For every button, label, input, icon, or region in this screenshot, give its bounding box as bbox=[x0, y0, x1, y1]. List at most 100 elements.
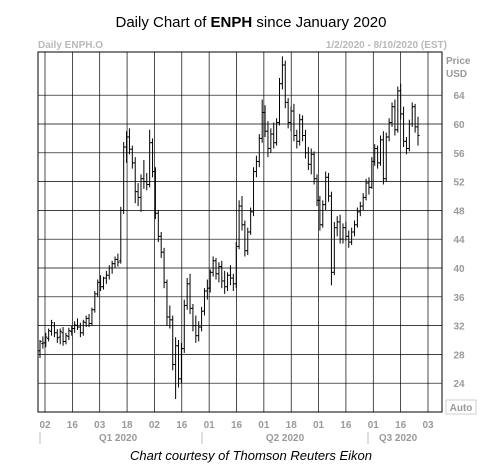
ohlc-bar bbox=[202, 288, 207, 316]
y-tick-label: 52 bbox=[453, 178, 465, 189]
ohlc-bar bbox=[332, 221, 336, 276]
ohlc-bar bbox=[176, 340, 181, 388]
ohlc-bar bbox=[58, 328, 62, 345]
ohlc-bar bbox=[326, 172, 331, 202]
quarter-labels: Q1 2020 Q2 2020 Q3 2020 bbox=[39, 432, 418, 444]
x-tick-label: 16 bbox=[176, 420, 188, 431]
ohlc-bar bbox=[300, 115, 305, 142]
ohlc-bar bbox=[404, 136, 409, 155]
ohlc-bar bbox=[171, 315, 175, 371]
quarter-label: Q2 2020 bbox=[266, 433, 305, 444]
ohlc-bar bbox=[341, 223, 345, 244]
ohlc-bar bbox=[376, 145, 380, 169]
ohlc-bar bbox=[168, 305, 172, 329]
ohlc-bar bbox=[220, 260, 224, 289]
ohlc-bar bbox=[133, 157, 137, 204]
ohlc-bar bbox=[225, 272, 230, 292]
ohlc-bar bbox=[174, 337, 178, 400]
ohlc-bar bbox=[390, 102, 394, 127]
page-title: Daily Chart of ENPH since January 2020 bbox=[0, 14, 502, 31]
ohlc-bar bbox=[292, 103, 296, 142]
x-tick-label: 18 bbox=[286, 420, 298, 431]
ohlc-bar bbox=[90, 307, 94, 326]
ohlc-bar bbox=[254, 155, 259, 178]
ohlc-bar bbox=[321, 200, 325, 228]
x-tick-label: 02 bbox=[149, 420, 161, 431]
ohlc-bar bbox=[280, 56, 284, 90]
ohlc-bar bbox=[142, 160, 146, 189]
ohlc-bar bbox=[277, 77, 282, 126]
ohlc-bar bbox=[55, 329, 59, 343]
ohlc-bar bbox=[139, 174, 143, 212]
ohlc-bar bbox=[350, 227, 354, 245]
ohlc-bar bbox=[124, 131, 129, 163]
ohlc-bar bbox=[75, 318, 80, 330]
y-tick-label: 28 bbox=[453, 350, 465, 361]
ohlc-bars bbox=[38, 56, 420, 400]
title-ticker: ENPH bbox=[210, 14, 253, 31]
ohlc-bar bbox=[234, 242, 238, 289]
ohlc-bar bbox=[367, 177, 371, 195]
price-axis-label: Price bbox=[446, 56, 471, 67]
y-tick-label: 32 bbox=[453, 322, 465, 333]
ohlc-bar bbox=[104, 270, 108, 284]
ohlc-bar bbox=[269, 128, 273, 153]
ohlc-bar bbox=[223, 270, 227, 294]
y-tick-label: 48 bbox=[453, 206, 465, 217]
x-tick-label: 02 bbox=[39, 420, 51, 431]
ohlc-bar bbox=[275, 118, 279, 146]
ohlc-bar bbox=[110, 260, 114, 274]
ohlc-bar bbox=[44, 332, 48, 348]
ohlc-bar bbox=[410, 102, 414, 127]
ohlc-bar bbox=[378, 135, 383, 166]
ohlc-bar bbox=[246, 227, 250, 256]
ohlc-bar bbox=[361, 193, 365, 211]
y-tick-label: 24 bbox=[453, 379, 465, 390]
ohlc-bar bbox=[384, 132, 388, 182]
auto-scale-button[interactable] bbox=[445, 399, 477, 415]
ohlc-bar bbox=[401, 106, 406, 148]
quarter-label: Q1 2020 bbox=[99, 433, 138, 444]
ohlc-bar bbox=[136, 183, 140, 207]
ohlc-bar bbox=[243, 220, 247, 257]
ohlc-bar bbox=[381, 131, 385, 185]
ohlc-bar bbox=[127, 128, 132, 155]
ohlc-bar bbox=[150, 138, 155, 178]
ohlc-bar bbox=[416, 116, 420, 146]
ohlc-bar bbox=[295, 129, 299, 149]
ohlc-bar bbox=[289, 106, 293, 132]
ohlc-bar bbox=[96, 279, 100, 297]
y-tick-label: 64 bbox=[453, 91, 465, 102]
ohlc-bar bbox=[344, 221, 348, 241]
ohlc-bar bbox=[113, 256, 117, 268]
x-axis-ticks: 02 16 03 18 02 16 01 16 01 18 01 16 01 16 03 bbox=[39, 420, 434, 431]
ohlc-bar bbox=[159, 232, 163, 258]
plot-frame bbox=[37, 51, 443, 413]
ohlc-bar bbox=[119, 206, 123, 264]
ohlc-bar bbox=[156, 210, 160, 243]
ohlc-bar bbox=[335, 216, 339, 237]
ohlc-bar bbox=[194, 315, 198, 343]
ohlc-bar bbox=[413, 103, 417, 133]
ohlc-bar bbox=[272, 122, 276, 149]
ohlc-bar bbox=[179, 342, 183, 384]
ohlc-bar bbox=[249, 207, 253, 235]
ohlc-bar bbox=[237, 200, 241, 250]
ohlc-bar bbox=[358, 201, 362, 217]
x-tick-label: 18 bbox=[122, 420, 134, 431]
x-tick-label: 16 bbox=[340, 420, 352, 431]
ohlc-bar bbox=[41, 336, 45, 349]
ohlc-bar bbox=[266, 121, 270, 158]
ohlc-bar bbox=[81, 319, 85, 336]
x-tick-label: 03 bbox=[94, 420, 106, 431]
ohlc-bar bbox=[231, 273, 235, 292]
title-suffix: since January 2020 bbox=[252, 14, 387, 31]
ohlc-bar bbox=[217, 262, 221, 283]
ohlc-bar bbox=[329, 191, 334, 286]
y-tick-label: 44 bbox=[453, 235, 465, 246]
ohlc-bar bbox=[185, 278, 189, 310]
ohlc-bar bbox=[387, 118, 391, 142]
x-tick-label: 03 bbox=[422, 420, 434, 431]
ohlc-bar bbox=[78, 322, 82, 338]
